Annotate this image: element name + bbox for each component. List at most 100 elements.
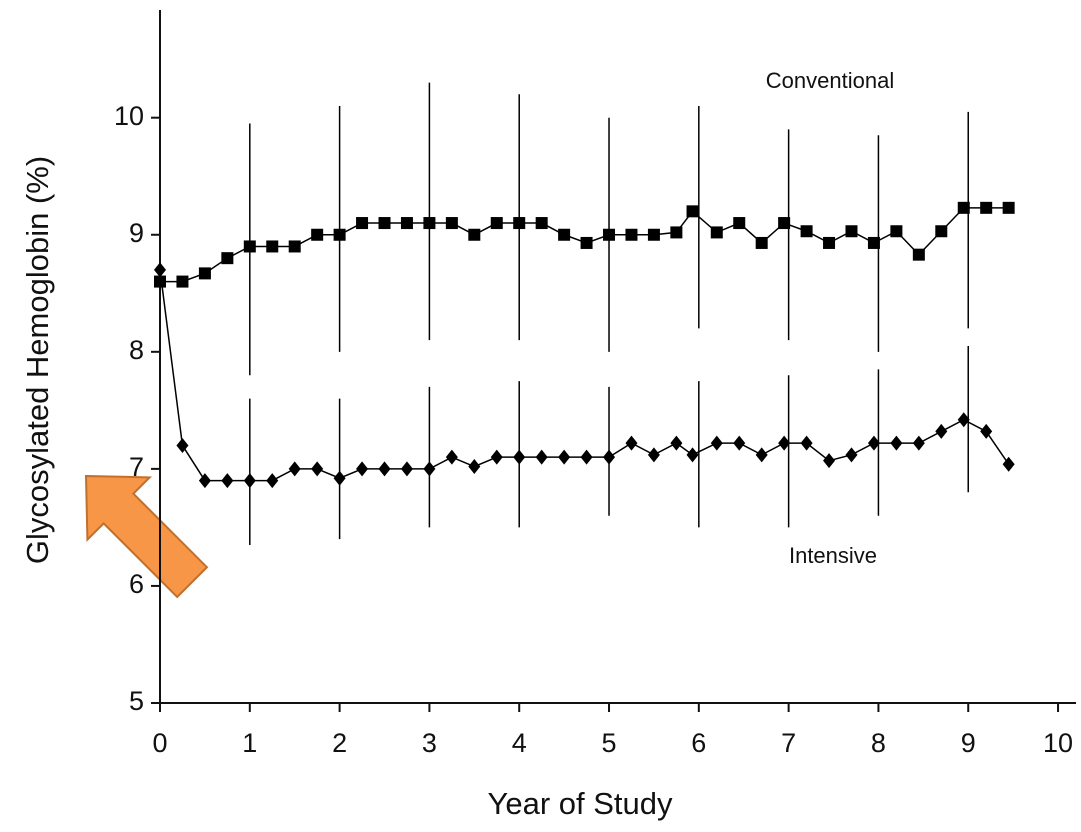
x-tick-label: 4 bbox=[512, 728, 527, 758]
y-tick-label: 10 bbox=[114, 101, 144, 131]
y-tick-label: 7 bbox=[129, 452, 144, 482]
marker bbox=[154, 262, 166, 278]
marker bbox=[378, 217, 391, 230]
marker bbox=[710, 226, 723, 239]
marker bbox=[1002, 456, 1015, 472]
y-tick-label: 9 bbox=[129, 218, 144, 248]
marker bbox=[800, 435, 813, 451]
marker bbox=[198, 473, 211, 489]
marker bbox=[266, 240, 279, 253]
marker bbox=[176, 275, 189, 288]
marker bbox=[957, 412, 970, 428]
marker bbox=[845, 447, 858, 463]
marker bbox=[221, 252, 234, 265]
marker bbox=[535, 449, 548, 465]
marker bbox=[867, 236, 880, 249]
x-tick-label: 10 bbox=[1043, 728, 1073, 758]
marker bbox=[733, 435, 746, 451]
marker bbox=[333, 470, 346, 486]
x-tick-label: 6 bbox=[691, 728, 706, 758]
marker bbox=[935, 225, 948, 238]
marker bbox=[912, 435, 925, 451]
marker bbox=[710, 435, 723, 451]
x-tick-label: 7 bbox=[781, 728, 796, 758]
marker bbox=[535, 217, 548, 230]
marker bbox=[1002, 201, 1015, 214]
marker bbox=[823, 236, 836, 249]
y-tick-label: 5 bbox=[129, 686, 144, 716]
marker bbox=[468, 228, 481, 241]
marker bbox=[670, 226, 683, 239]
marker bbox=[400, 217, 413, 230]
x-axis-title: Year of Study bbox=[488, 786, 673, 821]
marker bbox=[890, 225, 903, 238]
marker bbox=[445, 217, 458, 230]
x-tick-label: 3 bbox=[422, 728, 437, 758]
marker bbox=[980, 423, 993, 439]
x-tick-label: 2 bbox=[332, 728, 347, 758]
marker bbox=[378, 461, 391, 477]
x-tick-label: 5 bbox=[602, 728, 617, 758]
marker bbox=[311, 228, 324, 241]
marker bbox=[755, 236, 768, 249]
marker bbox=[400, 461, 413, 477]
marker bbox=[558, 449, 571, 465]
marker bbox=[603, 449, 616, 465]
marker bbox=[778, 217, 791, 230]
y-axis-title: Glycosylated Hemoglobin (%) bbox=[20, 156, 55, 564]
marker bbox=[513, 449, 526, 465]
x-tick-label: 9 bbox=[961, 728, 976, 758]
series-line bbox=[159, 269, 1010, 482]
marker bbox=[468, 459, 481, 475]
series-label: Conventional bbox=[766, 68, 894, 93]
marker bbox=[288, 461, 301, 477]
marker bbox=[490, 217, 503, 230]
marker bbox=[755, 447, 768, 463]
marker bbox=[580, 236, 593, 249]
marker bbox=[686, 447, 699, 463]
marker bbox=[243, 240, 256, 253]
marker bbox=[603, 228, 616, 241]
x-tick-label: 1 bbox=[242, 728, 257, 758]
y-tick-label: 8 bbox=[129, 335, 144, 365]
marker bbox=[266, 473, 279, 489]
marker bbox=[288, 240, 301, 253]
marker bbox=[823, 453, 836, 469]
pointer-arrow bbox=[84, 474, 209, 599]
marker bbox=[243, 473, 256, 489]
marker bbox=[733, 217, 746, 230]
x-tick-label: 8 bbox=[871, 728, 886, 758]
marker bbox=[311, 461, 324, 477]
marker bbox=[580, 449, 593, 465]
x-tick-label: 0 bbox=[152, 728, 167, 758]
series-label: Intensive bbox=[789, 543, 877, 568]
marker bbox=[625, 435, 638, 451]
marker bbox=[154, 275, 166, 288]
marker bbox=[490, 449, 503, 465]
marker bbox=[356, 217, 369, 230]
marker bbox=[625, 228, 638, 241]
marker bbox=[686, 205, 699, 218]
marker bbox=[423, 217, 436, 230]
marker bbox=[445, 449, 458, 465]
marker bbox=[980, 201, 993, 214]
marker bbox=[935, 423, 948, 439]
marker bbox=[800, 225, 813, 238]
marker bbox=[957, 201, 970, 214]
marker bbox=[176, 437, 189, 453]
marker bbox=[513, 217, 526, 230]
arrow-shape bbox=[84, 474, 209, 599]
marker bbox=[198, 267, 211, 280]
marker bbox=[890, 435, 903, 451]
marker bbox=[778, 435, 791, 451]
marker bbox=[845, 225, 858, 238]
marker bbox=[356, 461, 369, 477]
marker bbox=[647, 228, 660, 241]
marker bbox=[912, 248, 925, 261]
y-tick-label: 6 bbox=[129, 569, 144, 599]
marker bbox=[333, 228, 346, 241]
marker bbox=[423, 461, 436, 477]
marker bbox=[558, 228, 571, 241]
marker bbox=[670, 435, 683, 451]
